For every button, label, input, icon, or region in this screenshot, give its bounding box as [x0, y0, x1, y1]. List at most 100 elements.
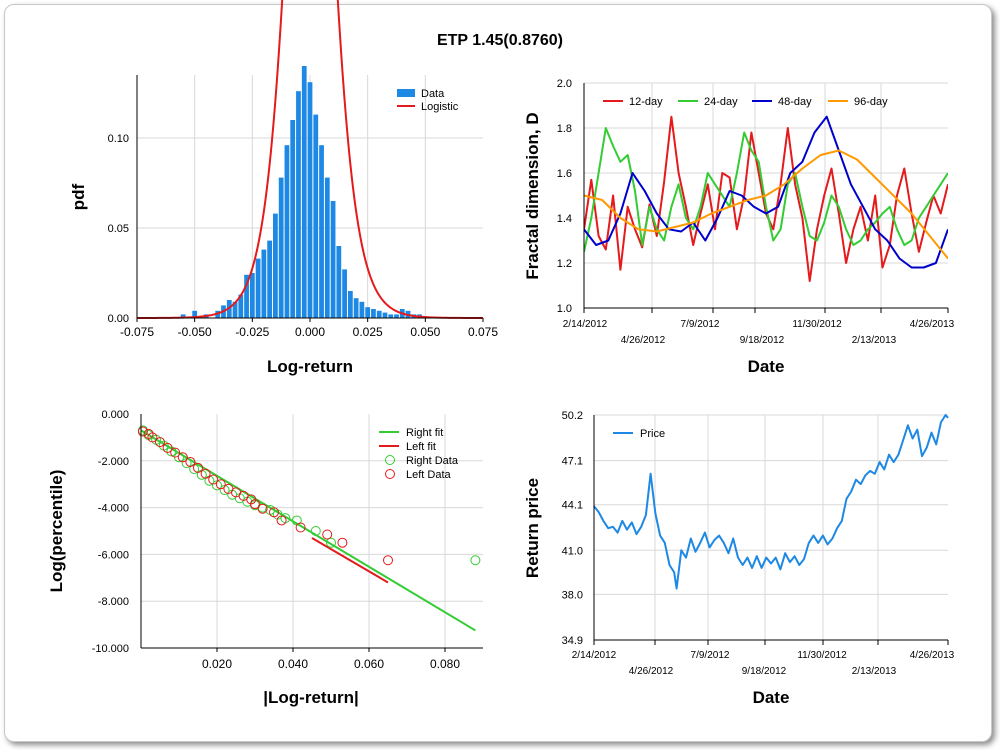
hist-y-tick-label: 0.00 [108, 313, 129, 325]
tail-left-data-point [185, 456, 196, 467]
fractal-y-tick-label: 2.0 [557, 78, 572, 90]
hist-bar [371, 309, 376, 318]
hist-bar [336, 246, 342, 318]
fractal-x-tick-label: 2/14/2012 [563, 319, 608, 330]
tail-x-axis-title: |Log-return| [263, 688, 358, 707]
tail-right-data-point [219, 485, 230, 496]
hist-legend-data-swatch [397, 89, 415, 97]
tail-right-data-point [310, 526, 321, 536]
hist-bar [388, 314, 394, 318]
hist-legend-logistic-label: Logistic [421, 101, 459, 113]
fractal-series-96-day [584, 149, 948, 260]
hist-x-tick-label: -0.025 [235, 325, 269, 339]
tail-right-data-point [326, 537, 336, 548]
hist-bar [313, 114, 319, 318]
main-title: ETP 1.45(0.8760) [436, 32, 563, 49]
price-x-tick-label: 4/26/2013 [910, 650, 955, 661]
hist-bar [319, 145, 324, 318]
hist-x-tick-label: -0.050 [178, 325, 212, 339]
tail-left-data-point [143, 428, 154, 439]
price-x-tick-label: 4/26/2012 [629, 666, 674, 677]
tail-y-tick-label: 0.000 [101, 409, 129, 421]
hist-y-tick-label: 0.10 [108, 133, 129, 145]
hist-logistic-fit [137, 0, 483, 319]
hist-bar [261, 249, 267, 318]
tail-right-data-point [166, 446, 177, 457]
tail-left-data-point [295, 522, 306, 533]
price-x-tick-label: 2/13/2013 [852, 666, 897, 677]
hist-x-tick-label: 0.000 [295, 325, 325, 339]
tail-legend-right-fit-label: Right fit [406, 427, 443, 439]
hist-bar [273, 213, 278, 318]
fractal-x-axis-title: Date [748, 357, 785, 376]
tail-x-tick-label: 0.080 [430, 657, 460, 671]
hist-bar [330, 201, 336, 318]
tail-left-data-point [170, 447, 181, 458]
tail-right-data-point [212, 480, 222, 491]
tail-left-data-point [257, 503, 268, 514]
hist-bar [365, 307, 371, 318]
price-y-tick-label: 47.1 [562, 456, 583, 468]
fractal-x-tick-label: 9/18/2012 [740, 335, 785, 346]
tail-y-axis-title: Log(percentile) [47, 470, 66, 593]
tail-left-data-point [162, 442, 173, 453]
hist-x-tick-label: 0.075 [468, 325, 498, 339]
tail-left-data-point [147, 432, 158, 443]
hist-x-axis-title: Log-return [267, 357, 353, 376]
fractal-x-tick-label: 7/9/2012 [681, 319, 720, 330]
price-x-tick-label: 2/14/2012 [572, 650, 617, 661]
hist-bar [267, 240, 273, 318]
tail-y-tick-label: -4.000 [98, 503, 129, 515]
hist-bar [376, 310, 382, 318]
tail-left-data-point [208, 474, 219, 485]
fractal-legend-label: 24-day [704, 96, 738, 108]
tail-left-data-point [276, 515, 287, 526]
fractal-series-12-day [584, 115, 948, 282]
fractal-y-tick-label: 1.2 [557, 258, 572, 270]
fractal-y-tick-label: 1.8 [557, 123, 572, 135]
tail-x-tick-label: 0.040 [278, 657, 308, 671]
hist-bar [278, 177, 284, 318]
fractal-series-24-day [584, 127, 948, 253]
hist-y-tick-label: 0.05 [108, 223, 129, 235]
tail-legend-right-data-label: Right Data [406, 455, 459, 467]
tail-left-data-point [383, 555, 393, 566]
hist-bar [301, 66, 307, 318]
hist-bar [284, 145, 290, 318]
tail-left-data-point [322, 529, 333, 540]
fractal-y-tick-label: 1.0 [557, 303, 572, 315]
fractal-x-tick-label: 11/30/2012 [792, 319, 842, 330]
tail-right-data-point [470, 555, 481, 566]
hist-bar [244, 274, 249, 318]
hist-bar [180, 314, 186, 318]
tail-left-data-point [269, 507, 279, 518]
hist-bar [394, 314, 399, 318]
hist-x-tick-label: 0.050 [410, 325, 440, 339]
hist-bar [307, 82, 313, 318]
hist-bar [359, 301, 365, 318]
tail-left-fit-line [311, 537, 389, 584]
price-y-tick-label: 44.1 [562, 500, 583, 512]
price-legend-label: Price [640, 428, 665, 440]
price-x-tick-label: 7/9/2012 [691, 650, 730, 661]
price-y-tick-label: 41.0 [562, 545, 583, 557]
tail-y-tick-label: -10.000 [92, 643, 129, 655]
fractal-series-48-day [584, 115, 948, 269]
tail-legend-left-fit-label: Left fit [406, 441, 436, 453]
price-y-tick-label: 34.9 [562, 635, 583, 647]
price-x-tick-label: 9/18/2012 [742, 666, 787, 677]
price-series-line [593, 414, 949, 590]
fractal-x-tick-label: 2/13/2013 [852, 335, 897, 346]
hist-bar [238, 294, 244, 318]
fractal-y-tick-label: 1.6 [557, 168, 572, 180]
tail-x-tick-label: 0.020 [202, 657, 232, 671]
tail-left-data-point [193, 462, 203, 473]
hist-legend-data-label: Data [421, 88, 445, 100]
tail-left-data-point [177, 452, 188, 463]
tail-left-data-point [155, 437, 165, 448]
tail-y-tick-label: -2.000 [98, 456, 129, 468]
hist-bar [342, 269, 347, 318]
fractal-x-tick-label: 4/26/2013 [910, 319, 955, 330]
hist-x-tick-label: 0.025 [353, 325, 383, 339]
